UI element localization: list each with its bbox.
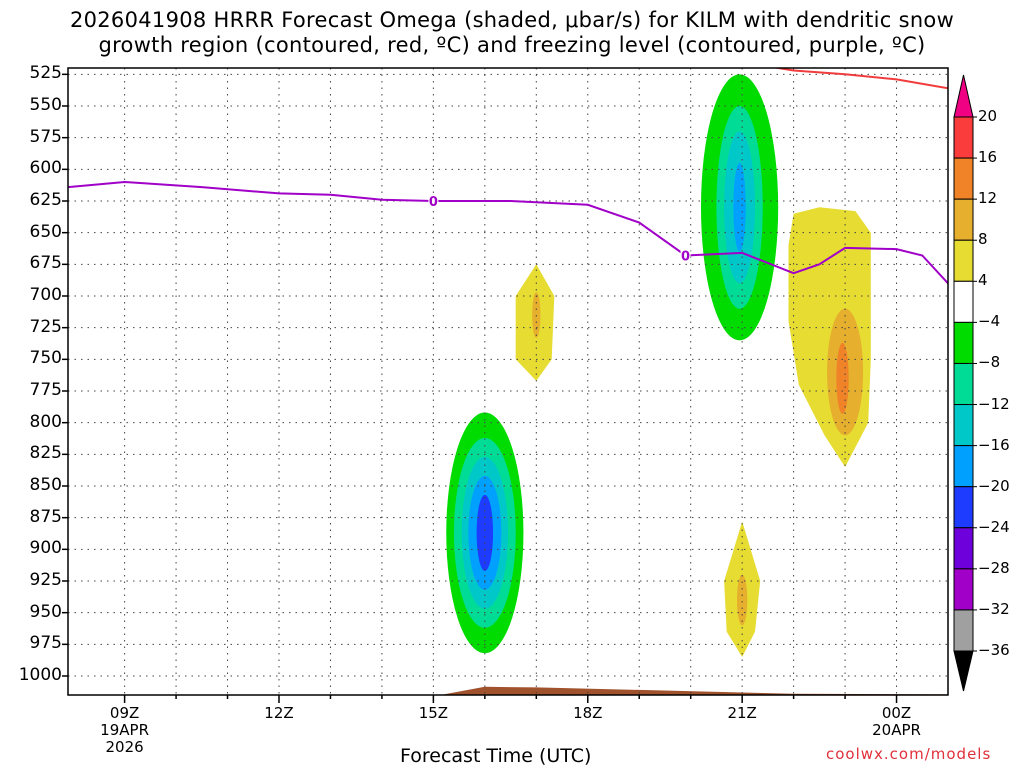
x-tick-label: 09Z xyxy=(109,704,140,722)
y-tick-label: 600 xyxy=(29,158,62,179)
colorbar-label: 20 xyxy=(978,107,998,125)
chart-title-line1: 2026041908 HRRR Forecast Omega (shaded, … xyxy=(69,8,955,32)
colorbar-bin-5 xyxy=(953,321,974,364)
y-tick-label: 650 xyxy=(29,221,62,242)
descent-23z-core xyxy=(836,342,849,414)
colorbar-bottom-arrow xyxy=(953,650,974,692)
chart-title-line2: growth region (contoured, red, ºC) and f… xyxy=(98,33,926,57)
colorbar-bin-4 xyxy=(953,280,974,323)
y-tick-label: 875 xyxy=(29,506,62,527)
colorbar-bin-9 xyxy=(953,486,974,529)
freezing-level-line xyxy=(68,180,948,284)
grid-lines xyxy=(68,68,948,695)
mid-lower-ascent-fill xyxy=(480,68,554,201)
colorbar-bin-12 xyxy=(953,609,974,652)
y-tick-label: 950 xyxy=(29,601,62,622)
y-tick-label: 725 xyxy=(29,316,62,337)
colorbar-bin-8 xyxy=(953,445,974,488)
x-axis-title: Forecast Time (UTC) xyxy=(400,745,592,767)
freezing-level-label-0: 0 xyxy=(429,195,438,210)
colorbar-bin-0 xyxy=(953,116,974,159)
colorbar-bin-6 xyxy=(953,362,974,406)
colorbar-label: 8 xyxy=(978,230,988,249)
x-tick-label: 18Z xyxy=(573,704,603,722)
upper-core-level-3 xyxy=(733,163,746,252)
terrain-fill xyxy=(440,686,948,695)
colorbar-label: −36 xyxy=(978,641,1010,659)
freezing-label-bg-1 xyxy=(680,247,691,262)
plot-frame xyxy=(62,67,949,703)
colorbar-label: −20 xyxy=(978,476,1010,495)
west-weak-ascent-fill xyxy=(150,201,231,419)
x-tick-sub2: 2026 xyxy=(105,738,144,756)
y-tick-label: 575 xyxy=(29,126,62,147)
colorbar xyxy=(953,74,977,692)
x-tick-sub1: 20APR xyxy=(872,721,921,739)
credit-link[interactable]: coolwx.com/models xyxy=(826,745,992,763)
colorbar-bin-3 xyxy=(953,239,974,282)
y-tick-label: 975 xyxy=(29,633,62,654)
y-tick-label: 800 xyxy=(29,411,62,432)
colorbar-label: 4 xyxy=(978,271,988,290)
x-tick-label: 15Z xyxy=(418,704,449,722)
y-tick-label: 525 xyxy=(29,63,62,84)
y-tick-label: 750 xyxy=(29,348,62,369)
east-ascent-band-fill xyxy=(906,68,948,398)
dgz-contour-line xyxy=(772,68,948,90)
y-tick-label: 625 xyxy=(29,190,62,210)
y-tick-label: 775 xyxy=(29,380,62,400)
x-tick-label: 12Z xyxy=(264,704,294,722)
x-tick-label: 21Z xyxy=(727,704,757,722)
colorbar-label: −32 xyxy=(978,599,1010,618)
colorbar-label: −4 xyxy=(978,312,1001,331)
y-tick-label: 825 xyxy=(29,443,62,464)
y-tick-label: 900 xyxy=(29,538,62,559)
east-small-ascent-fill xyxy=(837,441,853,531)
colorbar-bin-11 xyxy=(953,568,974,611)
plot-border xyxy=(67,67,949,696)
freezing-label-bg-0 xyxy=(428,193,439,207)
colorbar-bin-1 xyxy=(953,157,974,200)
colorbar-top-arrow xyxy=(953,74,974,118)
colorbar-label: 16 xyxy=(978,148,998,167)
y-tick-label: 700 xyxy=(29,285,62,305)
x-tick-label: 00Z xyxy=(881,704,912,722)
y-tick-label: 675 xyxy=(29,253,62,274)
colorbar-label: −12 xyxy=(978,394,1010,413)
colorbar-bin-2 xyxy=(953,198,974,241)
lower-core-level-4 xyxy=(476,494,494,571)
colorbar-label: −16 xyxy=(978,435,1010,454)
colorbar-label: −8 xyxy=(978,353,1001,372)
colorbar-label: 12 xyxy=(978,189,998,208)
colorbar-bin-7 xyxy=(953,404,974,447)
omega-shading xyxy=(150,68,948,695)
colorbar-label: −24 xyxy=(978,517,1010,536)
y-tick-label: 550 xyxy=(29,95,62,115)
colorbar-bin-10 xyxy=(953,527,974,570)
y-tick-label: 925 xyxy=(29,570,62,590)
colorbar-label: −28 xyxy=(978,558,1010,577)
x-tick-sub1: 19APR xyxy=(100,721,149,739)
freezing-level-label-1: 0 xyxy=(681,249,690,264)
y-tick-label: 1000 xyxy=(18,665,62,685)
y-tick-label: 850 xyxy=(29,475,62,495)
contour-lines: 00 xyxy=(68,68,948,284)
